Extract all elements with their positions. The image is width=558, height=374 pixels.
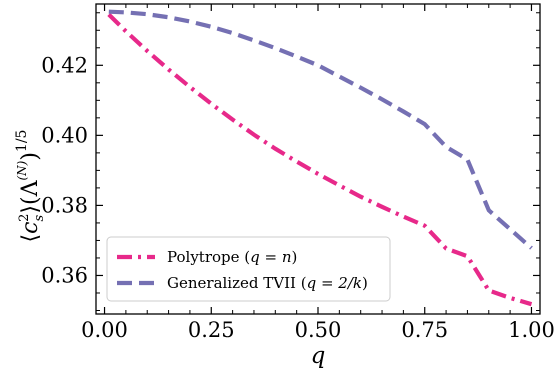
y-tick-label: 0.38 xyxy=(41,193,88,217)
x-tick-label: 0.50 xyxy=(295,318,342,342)
y-label-sup: 2 xyxy=(17,214,32,222)
y-label-c: c xyxy=(18,222,43,234)
y-label-close: ⟩ xyxy=(18,205,43,214)
legend-label-2: Generalized TVII (q = 2/k) xyxy=(167,274,368,292)
x-tick-label: 0.00 xyxy=(81,318,128,342)
y-label-lambda-close: ) xyxy=(18,152,43,161)
tick-labels: 0.00 0.25 0.50 0.75 1.00 0.36 0.38 0.40 0.42 xyxy=(41,53,555,342)
x-tick-label: 0.25 xyxy=(188,318,235,342)
axis-ticks xyxy=(96,4,540,314)
y-axis-label: ⟨cs2⟩(Λ(N))1/5 xyxy=(14,130,47,243)
y-label-lambda: (Λ xyxy=(18,179,43,205)
x-tick-label: 0.75 xyxy=(401,318,448,342)
x-axis-label: q xyxy=(311,343,326,369)
y-label-sub: s xyxy=(32,215,47,222)
y-label-lambda-sup: (N) xyxy=(15,160,29,180)
legend-box xyxy=(106,236,391,302)
y-tick-label: 0.40 xyxy=(41,123,88,147)
y-label-open: ⟨ xyxy=(18,234,43,243)
x-tick-label: 1.00 xyxy=(508,318,555,342)
series-line-2 xyxy=(108,9,533,250)
y-tick-label: 0.36 xyxy=(41,263,88,287)
y-tick-label: 0.42 xyxy=(41,53,88,77)
plot-area xyxy=(107,9,533,307)
y-label-outer-sup: 1/5 xyxy=(14,130,30,153)
legend: Polytrope (q = n) Generalized TVII (q = 2… xyxy=(106,236,391,302)
series-line-1 xyxy=(107,13,533,307)
legend-label-1: Polytrope (q = n) xyxy=(167,248,297,266)
svg-text:⟨cs2⟩(Λ(N))1/5: ⟨cs2⟩(Λ(N))1/5 xyxy=(14,130,47,243)
